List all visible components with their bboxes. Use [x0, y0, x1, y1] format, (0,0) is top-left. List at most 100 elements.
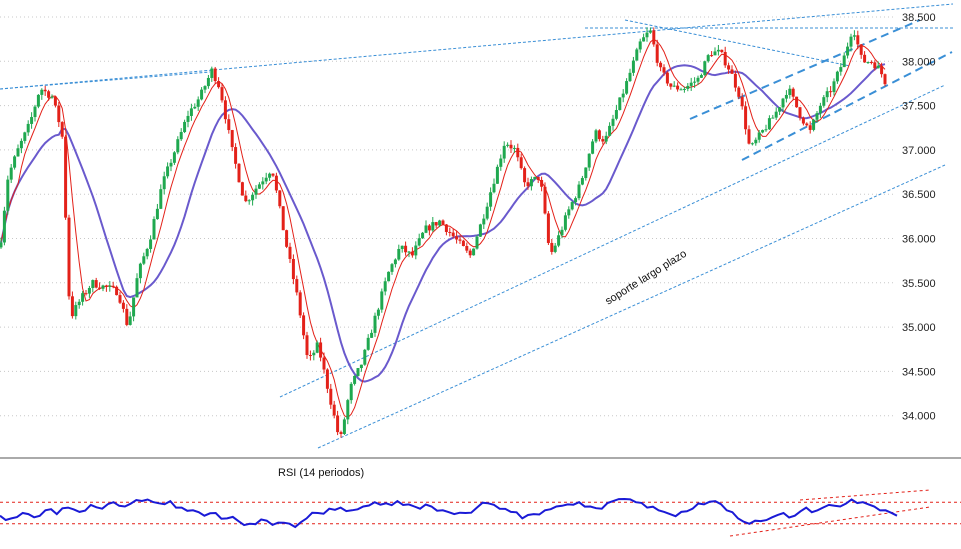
candle-up	[166, 166, 170, 177]
candle-down	[94, 280, 98, 288]
candle-up	[257, 184, 261, 189]
candle-down	[125, 308, 129, 325]
y-tick-label: 35.500	[902, 278, 936, 290]
candle-up	[495, 166, 499, 184]
candle-down	[550, 242, 554, 252]
candle-up	[387, 271, 391, 282]
candle-up	[529, 179, 533, 187]
candle-down	[543, 186, 547, 214]
candle-down	[747, 129, 751, 144]
y-tick-label: 36.500	[902, 189, 936, 201]
y-tick-label: 34.000	[902, 411, 936, 423]
candle-up	[693, 81, 697, 83]
candle-down	[332, 404, 336, 416]
candle-down	[873, 62, 877, 69]
candle-up	[40, 89, 44, 95]
candle-down	[509, 144, 513, 149]
candle-up	[132, 297, 136, 317]
candle-down	[662, 67, 666, 73]
candle-down	[733, 73, 737, 88]
candle-up	[482, 218, 486, 225]
candle-up	[247, 200, 251, 202]
trendline	[0, 71, 211, 90]
candle-up	[502, 145, 506, 159]
candle-up	[686, 85, 690, 89]
candle-up	[696, 77, 700, 82]
candle-down	[220, 87, 224, 101]
candle-up	[587, 153, 591, 168]
candle-down	[285, 230, 289, 247]
candle-down	[70, 296, 74, 317]
grid-lines	[0, 16, 893, 417]
candle-up	[363, 349, 367, 365]
candle-up	[152, 219, 156, 240]
candle-up	[2, 210, 6, 243]
candle-up	[706, 55, 710, 62]
candle-up	[788, 88, 792, 95]
candle-down	[325, 369, 329, 389]
candle-down	[274, 175, 278, 191]
candle-down	[291, 258, 295, 280]
candle-up	[145, 248, 149, 257]
y-tick-label: 35.000	[902, 322, 936, 334]
rsi-series	[0, 497, 898, 529]
candle-up	[431, 222, 435, 231]
candle-up	[784, 94, 788, 99]
candle-up	[87, 287, 91, 294]
candle-up	[815, 113, 819, 120]
candle-down	[727, 65, 731, 70]
candle-up	[176, 139, 180, 153]
candle-up	[135, 278, 139, 298]
rsi-title: RSI (14 periodos)	[278, 467, 364, 479]
y-tick-label: 36.000	[902, 234, 936, 246]
candle-up	[30, 117, 34, 124]
candle-down	[451, 232, 455, 237]
candles	[0, 27, 887, 438]
y-tick-label: 37.000	[902, 145, 936, 157]
candle-up	[761, 130, 765, 133]
candle-down	[427, 225, 431, 231]
candle-up	[172, 152, 176, 163]
candle-down	[244, 195, 248, 202]
candle-up	[421, 232, 425, 239]
candle-up	[563, 215, 567, 230]
candle-up	[200, 89, 204, 100]
candle-up	[438, 220, 442, 226]
candle-down	[53, 96, 57, 106]
candle-up	[169, 162, 173, 167]
candle-up	[77, 301, 81, 306]
candle-up	[778, 107, 782, 112]
y-tick-label: 37.500	[902, 101, 936, 113]
candle-down	[121, 302, 125, 309]
candle-down	[526, 182, 530, 187]
y-tick-label: 38.500	[902, 12, 936, 24]
candle-up	[842, 55, 846, 68]
candle-down	[829, 91, 833, 93]
candle-up	[682, 88, 686, 90]
candle-down	[336, 415, 340, 433]
candle-up	[128, 316, 132, 325]
candle-down	[805, 123, 809, 126]
candle-down	[230, 130, 234, 148]
candle-up	[390, 264, 394, 272]
candle-down	[601, 139, 605, 142]
candle-down	[744, 106, 748, 130]
candle-up	[13, 156, 17, 168]
candle-up	[577, 184, 581, 199]
candle-up	[594, 130, 598, 142]
candle-down	[404, 245, 408, 253]
candle-up	[210, 68, 214, 78]
candle-up	[608, 125, 612, 136]
candle-up	[512, 147, 516, 149]
candle-down	[64, 136, 68, 218]
candle-down	[737, 87, 741, 97]
candle-down	[869, 62, 873, 64]
candle-up	[472, 248, 476, 256]
candle-down	[448, 231, 452, 233]
candle-up	[349, 383, 353, 401]
candle-up	[397, 248, 401, 260]
candle-down	[237, 163, 241, 183]
candle-up	[716, 49, 720, 52]
candle-down	[808, 125, 812, 130]
moving-average-fast	[0, 38, 886, 419]
